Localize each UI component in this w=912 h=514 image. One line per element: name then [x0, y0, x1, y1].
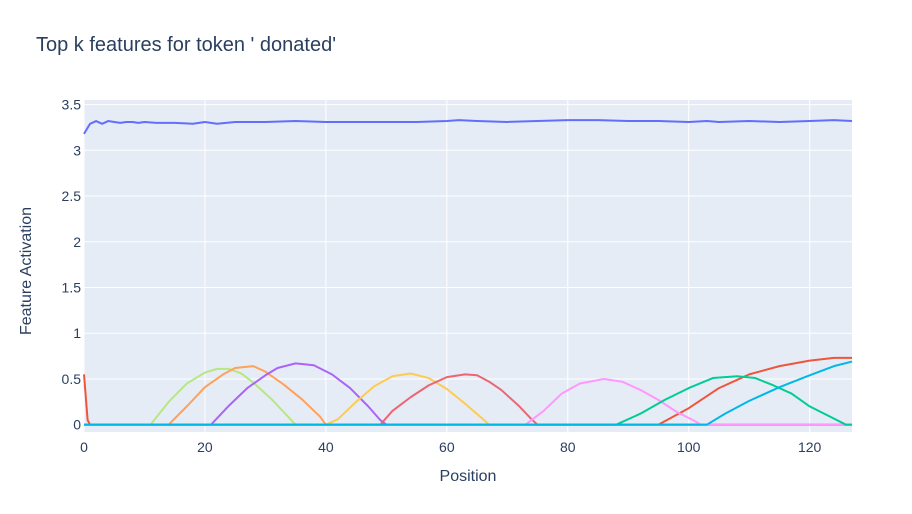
x-axis-title: Position	[440, 468, 497, 485]
plot-area	[84, 100, 852, 432]
series-line-6	[84, 372, 852, 426]
chart-title: Top k features for token ' donated'	[36, 34, 336, 56]
y-tick-label: 1.5	[62, 279, 82, 295]
y-tick-label: 0.5	[62, 371, 82, 387]
y-tick-label: 3.5	[62, 97, 82, 113]
series-line-7	[84, 373, 852, 426]
y-tick-label: 2.5	[62, 188, 82, 204]
y-tick-label: 2	[73, 234, 81, 250]
y-tick-label: 1	[73, 325, 81, 341]
x-axis-ticks: 0 20 40 60 80 100 120	[80, 439, 821, 455]
x-tick-label: 120	[798, 439, 822, 455]
series-line-10	[84, 360, 853, 426]
y-axis-title: Feature Activation	[18, 207, 35, 335]
x-tick-label: 60	[439, 439, 455, 455]
x-tick-label: 80	[560, 439, 576, 455]
series-line-1	[83, 119, 853, 135]
series-line-5	[84, 362, 852, 426]
y-tick-label: 3	[73, 142, 81, 158]
x-tick-label: 40	[318, 439, 334, 455]
series-line-4	[84, 365, 852, 426]
series-line-9	[84, 375, 852, 426]
series-group	[83, 119, 853, 426]
series-line-2	[83, 356, 852, 426]
y-axis-ticks: 0 0.5 1 1.5 2 2.5 3 3.5	[62, 97, 82, 433]
x-tick-label: 0	[80, 439, 88, 455]
x-tick-label: 20	[197, 439, 213, 455]
y-tick-label: 0	[73, 417, 81, 433]
x-tick-label: 100	[677, 439, 701, 455]
series-line-3	[84, 367, 852, 426]
series-line-8	[84, 377, 852, 426]
